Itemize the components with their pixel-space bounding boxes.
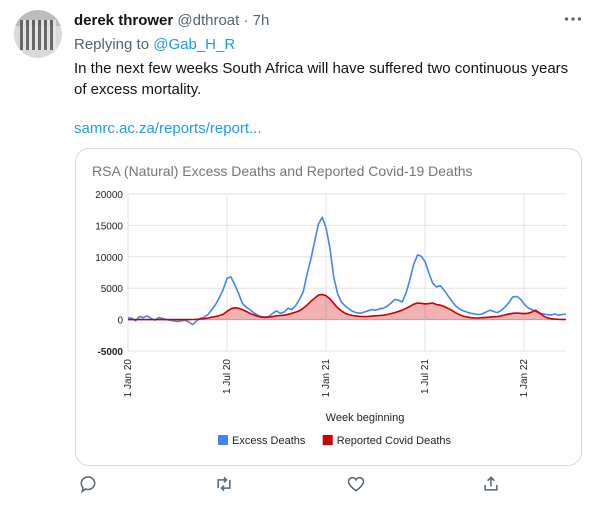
mention-link[interactable]: @Gab_H_R <box>153 36 236 53</box>
legend-swatch <box>322 435 333 445</box>
like-icon-glyph <box>347 476 365 492</box>
tweet-header: derek thrower @dthroat · 7h <box>74 12 269 29</box>
legend-swatch <box>218 435 228 445</box>
more-icon[interactable] <box>562 8 584 35</box>
x-tick-label: 1 Jan 21 <box>321 359 332 398</box>
y-tick-label: 15000 <box>95 221 123 232</box>
reply-icon[interactable] <box>78 474 100 496</box>
share-icon[interactable] <box>481 474 503 496</box>
x-axis-label: Week beginning <box>326 412 405 424</box>
legend-label: Reported Covid Deaths <box>337 435 452 447</box>
retweet-icon-glyph <box>217 476 231 492</box>
more-icon-glyph <box>564 17 582 21</box>
share-icon-glyph <box>484 476 498 491</box>
y-tick-label: 5000 <box>101 284 124 295</box>
replying-to-label: Replying to <box>74 36 150 53</box>
chart-title: RSA (Natural) Excess Deaths and Reported… <box>92 163 473 179</box>
tweet-time[interactable]: 7h <box>252 12 270 29</box>
y-tick-label: -5000 <box>97 347 123 358</box>
like-icon[interactable] <box>346 474 368 496</box>
series-line-excess-deaths <box>127 216 567 326</box>
action-bar <box>74 474 504 496</box>
tweet-link[interactable]: samrc.ac.za/reports/report... <box>74 120 262 137</box>
avatar-image <box>20 20 56 50</box>
user-handle[interactable]: @dthroat <box>177 12 240 29</box>
x-tick-label: 1 Jul 21 <box>420 359 431 394</box>
tweet-text: In the next few weeks South Africa will … <box>74 60 569 98</box>
x-tick-label: 1 Jul 20 <box>222 359 233 394</box>
separator-dot: · <box>243 12 249 29</box>
y-tick-label: 10000 <box>95 253 123 264</box>
y-tick-label: 0 <box>117 316 123 327</box>
legend-label: Excess Deaths <box>232 435 306 447</box>
display-name[interactable]: derek thrower <box>74 12 174 29</box>
x-tick-label: 1 Jan 20 <box>123 359 134 398</box>
x-tick-label: 1 Jan 22 <box>519 359 530 398</box>
y-tick-label: 20000 <box>95 190 123 201</box>
series-line-reported-covid-deaths <box>128 293 567 321</box>
reply-icon-glyph <box>80 476 96 494</box>
retweet-icon[interactable] <box>214 474 236 496</box>
chart-image-card[interactable]: RSA (Natural) Excess Deaths and Reported… <box>75 148 582 466</box>
avatar[interactable] <box>14 10 62 58</box>
replying-to: Replying to @Gab_H_R <box>74 36 235 53</box>
